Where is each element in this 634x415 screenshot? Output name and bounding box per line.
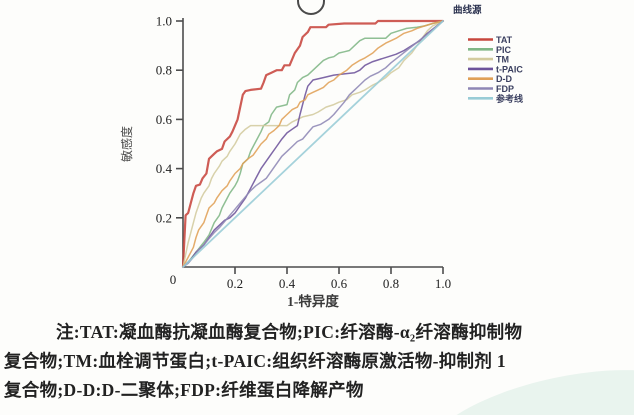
note-line-2: 复合物;TM:血栓调节蛋白;t-PAIC:组织纤溶酶原激活物-抑制剂 1 [4,351,506,371]
x-tick-label: 0.4 [279,276,296,291]
legend-label-TM: TM [496,55,509,65]
origin-label: 0 [170,272,177,287]
legend-label-FDP: FDP [496,84,514,94]
note-line-1: 注:TAT:凝血酶抗凝血酶复合物;PIC:纤溶酶-α₂纤溶酶抑制物 [56,322,523,342]
x-tick-label: 1.0 [435,276,451,291]
note-line-3: 复合物;D-D:D-二聚体;FDP:纤维蛋白降解产物 [4,380,364,400]
roc-curve-t-PAIC [182,20,444,268]
roc-curve-D-D [182,20,444,268]
legend-label-PIC: PIC [496,45,512,55]
roc-curve-参考线 [182,20,444,268]
legend-label-D-D: D-D [496,74,512,84]
y-tick-label: 1.0 [156,14,172,29]
roc-curve-TAT [181,19,445,269]
roc-curve-FDP [182,20,444,268]
legend-label-参考线: 参考线 [496,93,523,104]
y-tick-label: 0.6 [156,112,173,127]
figure-note: 注:TAT:凝血酶抗凝血酶复合物;PIC:纤溶酶-α₂纤溶酶抑制物 复合物;TM… [4,318,630,405]
y-tick-label: 0.8 [156,63,172,78]
y-tick-label: 0.4 [156,161,173,176]
x-tick-label: 0.2 [227,276,243,291]
roc-curve-TM [182,20,444,268]
y-axis-label: 敏感度 [119,126,134,162]
y-tick-label: 0.2 [156,210,172,225]
roc-curve-PIC [182,20,444,268]
x-axis-label: 1-特异度 [287,293,339,309]
x-tick-label: 0.8 [383,276,399,291]
roc-chart: 0.2 0.4 0.6 0.8 1.0 0.2 0.4 0.6 0.8 1.0 0 1-特异度 敏感度 曲… [119,4,523,309]
legend-title: 曲线源 [453,4,482,16]
legend-label-t-PAIC: t-PAIC [496,64,523,74]
legend-label-TAT: TAT [496,35,513,45]
x-tick-label: 0.6 [331,276,348,291]
